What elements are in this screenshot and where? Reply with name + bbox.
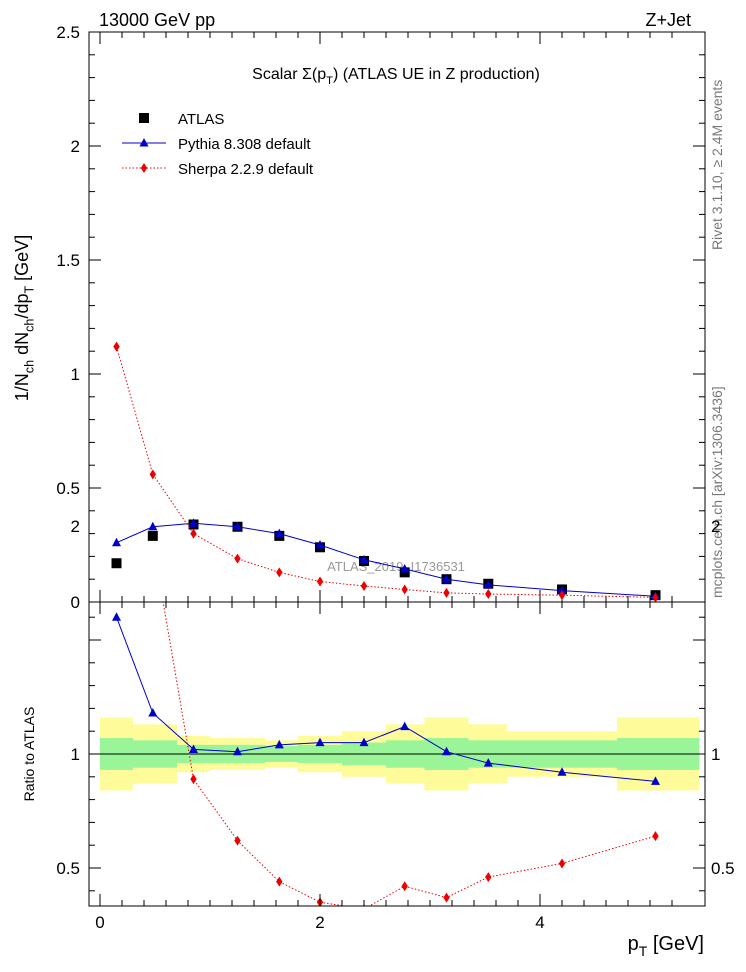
x-tick-label: 4 <box>535 913 544 932</box>
main-panel-series <box>111 341 661 602</box>
y-tick-label: 2.5 <box>56 23 80 42</box>
pythia-8-308-default-point <box>442 746 451 756</box>
pythia-8-308-default-point <box>112 537 121 547</box>
side-text-rivet: Rivet 3.1.10, ≥ 2.4M events <box>709 80 725 250</box>
pythia-8-308-default-point <box>557 585 567 595</box>
sherpa-2-2-9-default-point <box>485 872 492 883</box>
sherpa-2-2-9-default-point <box>190 774 197 785</box>
sherpa-2-2-9-default-point <box>652 831 659 842</box>
main-panel: 00.511.522.5 ATLAS_2019_I1736531 Scalar … <box>12 23 706 612</box>
y-axis-label: 1/Nch dNch/dpT [GeV] <box>12 235 36 401</box>
pythia-8-308-default-line <box>116 617 656 782</box>
pythia-8-308-default-point <box>400 563 410 573</box>
sherpa-2-2-9-default-point <box>558 858 566 869</box>
legend-label: Pythia 8.308 default <box>178 136 311 153</box>
legend-label: ATLAS <box>178 111 224 128</box>
y-tick-label: 0.5 <box>56 479 80 498</box>
sherpa-2-2-9-default-point <box>485 589 492 600</box>
x-tick-labels: 0 2 4 <box>95 913 544 932</box>
pythia-8-308-default-point <box>274 739 284 749</box>
pythia-8-308-default-point <box>483 758 493 767</box>
legend-marker <box>139 138 149 147</box>
pythia-8-308-default-point <box>148 707 158 717</box>
ratio-y-tick-label: 1 <box>71 745 80 764</box>
sherpa-2-2-9-default-point <box>316 576 324 587</box>
sherpa-2-2-9-default-point <box>113 341 120 352</box>
pythia-8-308-default-point <box>359 737 369 747</box>
sherpa-2-2-9-default-point <box>234 835 241 846</box>
y-tick-label: 1.5 <box>56 251 80 270</box>
pythia-8-308-default-point <box>483 579 493 589</box>
legend-label: Sherpa 2.2.9 default <box>178 161 314 178</box>
ratio-panel-ticks <box>89 602 705 906</box>
ratio-panel-ytick-labels: 0.5 0.5 1 1 2 2 <box>56 517 734 878</box>
legend-marker <box>139 113 149 123</box>
main-panel-ytick-labels: 0 0.5 1 1.5 2 2.5 <box>56 23 80 612</box>
pythia-8-308-default-point <box>651 776 660 785</box>
pythia-8-308-default-point <box>315 737 325 747</box>
legend: ATLAS Pythia 8.308 default Sherpa 2.2.9 de… <box>122 111 314 178</box>
sherpa-2-2-9-default-point <box>652 592 659 602</box>
ratio-y-tick-label: 2 <box>71 517 80 536</box>
main-panel-ticks <box>89 31 705 603</box>
legend-marker <box>140 163 148 173</box>
x-tick-label: 2 <box>315 913 324 932</box>
y-tick-label: 2 <box>71 137 80 156</box>
sherpa-2-2-9-default-point <box>149 469 156 480</box>
sherpa-2-2-9-default-point <box>190 528 197 539</box>
sherpa-2-2-9-default-point <box>360 581 368 592</box>
y-tick-label: 1 <box>71 365 80 384</box>
pythia-8-308-default-point <box>233 746 242 756</box>
sherpa-2-2-9-default-point <box>558 590 566 601</box>
ratio-y-tick-label-right: 2 <box>711 517 720 536</box>
side-text-mcplots: mcplots.cern.ch [arXiv:1306.3436] <box>709 386 725 598</box>
pythia-8-308-default-point <box>148 521 158 531</box>
sherpa-2-2-9-default-point <box>113 225 119 235</box>
ratio-y-tick-label-right: 0.5 <box>711 859 735 878</box>
pythia-8-308-default-point <box>189 744 198 753</box>
ratio-panel-series <box>112 225 660 906</box>
pythia-8-308-default-point <box>189 518 198 527</box>
pythia-8-308-default-point <box>400 721 410 731</box>
sherpa-2-2-9-default-point <box>401 881 408 892</box>
pythia-8-308-default-point <box>442 574 451 583</box>
atlas-point <box>111 558 122 569</box>
pythia-8-308-default-point <box>359 554 369 564</box>
sherpa-2-2-9-default-point <box>234 553 241 564</box>
ratio-panel: 0.5 0.5 1 1 2 2 0 2 4 Ratio to ATLAS pT [GeV] <box>21 225 735 959</box>
sherpa-2-2-9-default-point <box>443 587 450 598</box>
pythia-8-308-default-point <box>233 521 242 531</box>
ratio-y-tick-label-right: 1 <box>711 745 720 764</box>
pythia-8-308-default-point <box>315 540 325 549</box>
header-right: Z+Jet <box>645 10 691 30</box>
x-axis-label: pT [GeV] <box>628 933 704 959</box>
sherpa-2-2-9-default-point <box>443 892 450 903</box>
ratio-y-axis-label: Ratio to ATLAS <box>21 707 37 802</box>
x-tick-label: 0 <box>95 913 104 932</box>
sherpa-2-2-9-default-line <box>116 346 656 598</box>
y-tick-label: 0 <box>71 593 80 612</box>
chart-title: Scalar Σ(pT) (ATLAS UE in Z production) <box>252 66 540 87</box>
sherpa-2-2-9-default-point <box>276 876 283 887</box>
header-left: 13000 GeV pp <box>99 10 215 30</box>
ratio-y-tick-label: 0.5 <box>56 859 80 878</box>
pythia-8-308-default-point <box>557 767 567 776</box>
sherpa-2-2-9-default-point <box>276 567 283 578</box>
pythia-8-308-default-point <box>112 612 121 621</box>
sherpa-2-2-9-default-point <box>401 584 408 595</box>
atlas-point <box>147 530 158 541</box>
pythia-8-308-default-point <box>274 528 284 538</box>
